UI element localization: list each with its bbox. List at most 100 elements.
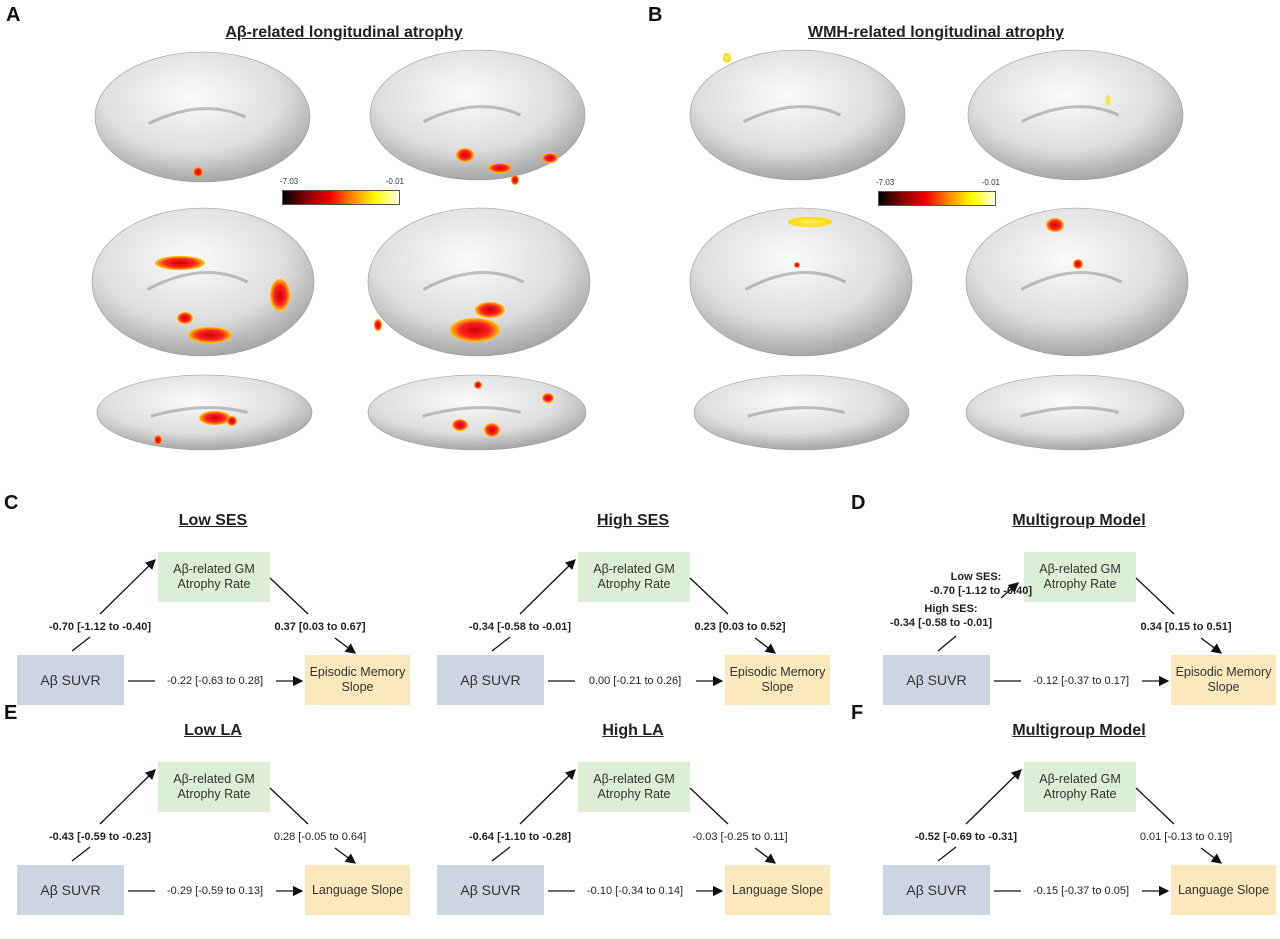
diagram-title: Multigroup Model — [1012, 722, 1146, 739]
brain-b-medial-left — [689, 207, 913, 357]
atrophy-cluster — [199, 411, 231, 425]
atrophy-cluster — [484, 423, 500, 437]
outcome-box: Episodic Memory Slope — [305, 655, 410, 705]
panel-label-d: D — [851, 492, 866, 514]
predictor-box: Aβ SUVR — [437, 865, 544, 915]
atrophy-cluster — [788, 217, 832, 227]
path-a-line — [71, 846, 91, 862]
outcome-box: Language Slope — [1171, 865, 1276, 915]
brain-a-medial-right — [367, 207, 591, 357]
outcome-box: Episodic Memory Slope — [1171, 655, 1276, 705]
atrophy-cluster — [723, 53, 731, 63]
path-a-label: -0.64 [-1.10 to -0.28] — [468, 831, 572, 843]
brain-b-ventral-right — [965, 374, 1185, 451]
brain-surface-renders — [91, 49, 1189, 451]
path-a-label: Low SES: -0.70 [-1.12 to -0.40] High SES: -… — [890, 570, 1032, 630]
path-a-label: -0.52 [-0.69 to -0.31] — [914, 831, 1018, 843]
brain-a-lateral-left — [94, 51, 311, 183]
atrophy-cluster — [542, 153, 558, 163]
path-a-label-line: -0.34 [-0.58 to -0.01] — [889, 617, 993, 629]
brain-a-medial-left — [91, 207, 315, 357]
path-b-line — [1135, 577, 1175, 615]
path-c-label: -0.12 [-0.37 to 0.17] — [1032, 675, 1130, 687]
path-b-line — [269, 577, 309, 615]
path-b-arrow — [1200, 847, 1223, 864]
atrophy-cluster — [154, 435, 162, 445]
path-b-label: 0.01 [-0.13 to 0.19] — [1139, 831, 1233, 843]
colorbar-b: -7.03 -0.01 — [876, 178, 1000, 206]
brain-b-lateral-left-sulcus — [743, 105, 842, 123]
path-b-label: 0.28 [-0.05 to 0.64] — [273, 831, 367, 843]
panel-label-c: C — [4, 492, 19, 514]
atrophy-cluster — [450, 318, 500, 342]
path-a-line — [491, 636, 511, 652]
predictor-box: Aβ SUVR — [17, 655, 124, 705]
path-b-label: 0.23 [0.03 to 0.52] — [694, 621, 786, 633]
panel-label-a: A — [6, 4, 21, 26]
path-a-arrow — [965, 769, 1022, 825]
outcome-box: Episodic Memory Slope — [725, 655, 830, 705]
path-a-label: -0.34 [-0.58 to -0.01] — [468, 621, 572, 633]
atrophy-cluster — [1073, 259, 1083, 269]
atrophy-cluster — [155, 256, 205, 270]
predictor-box: Aβ SUVR — [883, 865, 990, 915]
brain-a-ventral-right-sulcus — [422, 406, 521, 418]
atrophy-cluster — [456, 148, 474, 162]
path-a-arrow — [99, 769, 156, 825]
path-b-label: -0.03 [-0.25 to 0.11] — [692, 831, 788, 843]
atrophy-cluster — [227, 416, 237, 426]
mediator-box: Aβ-related GM Atrophy Rate — [578, 762, 690, 812]
brain-a-ventral-right — [367, 374, 587, 451]
predictor-box: Aβ SUVR — [17, 865, 124, 915]
diagram-title: High LA — [602, 722, 664, 739]
colorbar-a-max: -0.01 — [385, 177, 404, 186]
brain-b-ventral-right-sulcus — [1020, 406, 1119, 418]
path-b-arrow — [754, 847, 777, 864]
path-a-line — [937, 635, 957, 652]
panel-label-f: F — [851, 702, 864, 724]
colorbar-a-gradient — [282, 190, 400, 205]
brain-a-medial-left-sulcus — [146, 271, 249, 291]
panel-a-title: Aβ-related longitudinal atrophy — [225, 24, 463, 41]
atrophy-cluster — [1106, 95, 1110, 105]
brain-a-ventral-left — [96, 374, 313, 451]
path-b-label: 0.34 [0.15 to 0.51] — [1140, 621, 1232, 633]
path-c-label: -0.15 [-0.37 to 0.05] — [1032, 885, 1130, 897]
brain-b-medial-right-sulcus — [1020, 271, 1123, 291]
predictor-box: Aβ SUVR — [437, 655, 544, 705]
atrophy-cluster — [511, 175, 519, 185]
path-b-arrow — [334, 637, 357, 654]
outcome-box: Language Slope — [305, 865, 410, 915]
path-c-label: 0.00 [-0.21 to 0.26] — [588, 675, 682, 687]
path-a-line — [71, 636, 91, 652]
path-a-arrow — [99, 559, 156, 615]
brain-a-lateral-right — [369, 49, 586, 181]
brain-a-lateral-left-sulcus — [148, 107, 247, 125]
colorbar-a-min: -7.03 — [280, 177, 299, 186]
outcome-box: Language Slope — [725, 865, 830, 915]
colorbar-b-gradient — [878, 191, 996, 206]
brain-a-ventral-left-sulcus — [150, 406, 248, 418]
panel-b-title: WMH-related longitudinal atrophy — [808, 24, 1064, 41]
path-a-arrow — [519, 769, 576, 825]
path-a-label: -0.70 [-1.12 to -0.40] — [48, 621, 152, 633]
brain-b-ventral-left — [693, 374, 910, 451]
colorbar-b-max: -0.01 — [981, 178, 1000, 187]
predictor-box: Aβ SUVR — [883, 655, 990, 705]
path-b-arrow — [334, 847, 357, 864]
path-c-label: -0.29 [-0.59 to 0.13] — [166, 885, 264, 897]
path-a-arrow — [1000, 582, 1019, 599]
path-b-label: 0.37 [0.03 to 0.67] — [274, 621, 366, 633]
mediator-box: Aβ-related GM Atrophy Rate — [578, 552, 690, 602]
diagram-title: Low LA — [184, 722, 242, 739]
brain-a-lateral-right-sulcus — [423, 105, 522, 123]
brain-b-ventral-left-sulcus — [747, 406, 845, 418]
brain-b-medial-right — [965, 207, 1189, 357]
colorbar-b-min: -7.03 — [876, 178, 895, 187]
